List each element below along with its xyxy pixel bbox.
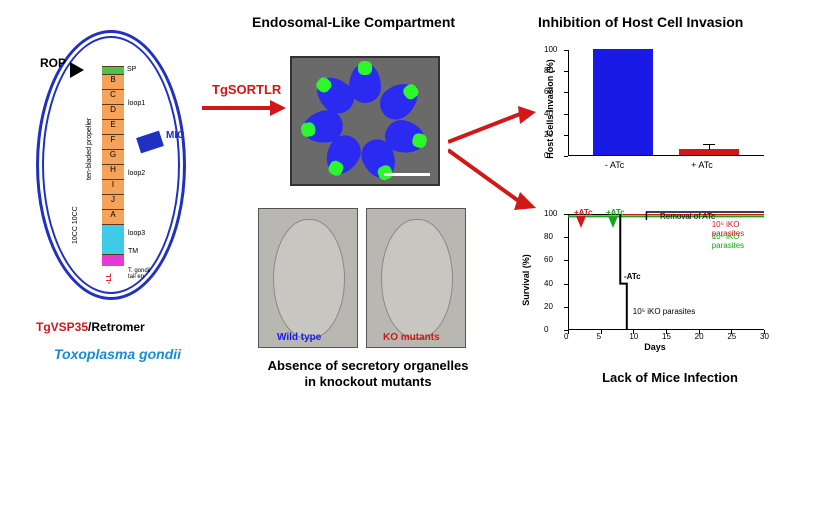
tgvsp-retromer-label: TgVSP35/Retromer (36, 320, 145, 334)
surv-ytick: 60 (544, 255, 553, 264)
mic-label: MIC (166, 130, 184, 141)
em-cell-wt (273, 219, 345, 339)
tencc-label: 10CC 10CC (72, 206, 79, 244)
rop-arrow-icon (70, 62, 84, 78)
absence-caption: Absence of secretory organelles in knock… (248, 358, 488, 391)
bar-ytick: 20 (544, 130, 553, 139)
bar-ytick: 80 (544, 66, 553, 75)
surv-xtick: 30 (760, 332, 769, 341)
em-pair: Wild type KO mutants (258, 208, 468, 348)
bar-ytick: 100 (544, 45, 557, 54)
surv-xtick: 5 (597, 332, 601, 341)
survival-chart: Survival (%) 02040608010005101520253010⁵… (540, 210, 770, 350)
propeller-label: ten-bladed propeller (86, 118, 93, 180)
domain-E: E (102, 119, 124, 134)
bar-ytick-mark (564, 50, 568, 51)
bar-ytick: 60 (544, 87, 553, 96)
loop1-label: loop1 (128, 100, 145, 107)
tm-segment (102, 224, 124, 254)
minus-atc: -ATc (624, 272, 641, 281)
sp-label: SP (127, 66, 136, 73)
survival-lines (568, 214, 764, 330)
domain-I: I (102, 179, 124, 194)
lack-caption: Lack of Mice Infection (560, 370, 780, 385)
surv-ytick: 20 (544, 302, 553, 311)
tail-segment (102, 254, 124, 266)
toxoplasma-label: Toxoplasma gondii (54, 346, 181, 362)
surv-xtick: 15 (662, 332, 671, 341)
bar-ytick-mark (564, 135, 568, 136)
surv-xtick: 0 (564, 332, 568, 341)
arrow-red-down-icon (576, 216, 586, 228)
red-arrow-up-icon (448, 106, 538, 146)
heading-inhibition: Inhibition of Host Cell Invasion (538, 14, 743, 30)
surv-xlabel: Days (644, 342, 666, 352)
error-bar (709, 145, 710, 149)
sp-segment (102, 66, 124, 74)
parasite-rosette (305, 67, 425, 175)
surv-xtick: 25 (727, 332, 736, 341)
bar-ytick-mark (564, 156, 568, 157)
domain-J: J (102, 194, 124, 209)
bar-ytick-mark (564, 114, 568, 115)
ll-label: -LL (106, 273, 113, 284)
domain-C: C (102, 89, 124, 104)
surv-xtick: 10 (629, 332, 638, 341)
domain-bar: B C D E F G H I J A (102, 66, 124, 266)
heading-endosomal: Endosomal-Like Compartment (252, 14, 455, 30)
em-ko: KO mutants (366, 208, 466, 348)
surv-ytick: 80 (544, 232, 553, 241)
loop2-label: loop2 (128, 170, 145, 177)
surv-ytick: 0 (544, 325, 548, 334)
red-arrow-down-icon (448, 146, 538, 216)
domain-G: G (102, 149, 124, 164)
surv-xtick: 20 (695, 332, 704, 341)
fluorescence-micrograph (290, 56, 440, 186)
surv-ytick: 40 (544, 279, 553, 288)
domain-A: A (102, 209, 124, 224)
bar-x-axis (568, 155, 764, 156)
surv-ytick: 100 (544, 209, 557, 218)
bar-ytick-mark (564, 92, 568, 93)
bar-y-axis (568, 50, 569, 156)
ko-label: KO mutants (383, 332, 440, 343)
bar-xlabel-0: - ATc (605, 160, 624, 170)
domain-B: B (102, 74, 124, 89)
wildtype-label: Wild type (277, 332, 321, 343)
rop-label: ROP (40, 56, 66, 70)
bar-ytick: 40 (544, 109, 553, 118)
bar-ytick-mark (564, 71, 568, 72)
loop3-label: loop3 (128, 230, 145, 237)
tgvsp-label: TgVSP35 (36, 320, 88, 334)
surv-ylabel: Survival (%) (521, 254, 531, 306)
bar-0 (593, 49, 653, 155)
em-wildtype: Wild type (258, 208, 358, 348)
gene-schematic: ROP B C D E F G H I J A SP ten-bladed pr… (36, 30, 206, 350)
tgtail-label: T. gondii tail en (128, 268, 150, 280)
bar-xlabel-1: + ATc (691, 160, 713, 170)
survival-series-2 (568, 214, 764, 330)
error-cap (703, 144, 715, 145)
tm-label: TM (128, 248, 138, 255)
em-cell-ko (381, 219, 453, 339)
arrow-green-down-icon (608, 216, 618, 228)
bar-ytick: 0 (544, 151, 548, 160)
domain-F: F (102, 134, 124, 149)
removal-label: Removal of ATc (660, 212, 715, 221)
scale-bar (384, 173, 430, 176)
red-arrow-left-icon (202, 98, 288, 118)
domain-D: D (102, 104, 124, 119)
invasion-bar-chart: Host Cells Invasion (%) 020406080100- AT… (540, 46, 770, 172)
domain-H: H (102, 164, 124, 179)
retromer-label: /Retromer (88, 320, 145, 334)
tgsortlr-label: TgSORTLR (212, 82, 281, 97)
